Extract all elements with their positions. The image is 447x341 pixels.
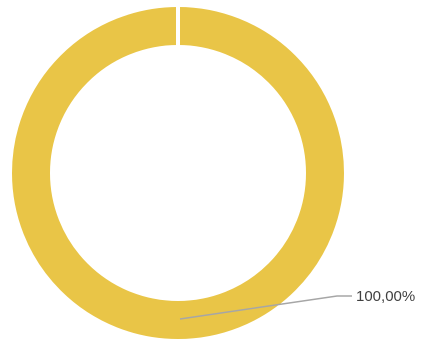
donut-slice-0 [12, 7, 344, 339]
slices-layer [12, 6, 344, 339]
leader-line-0 [179, 295, 352, 320]
labels-layer: 100,00% [179, 288, 415, 320]
data-label-0: 100,00% [356, 288, 415, 305]
